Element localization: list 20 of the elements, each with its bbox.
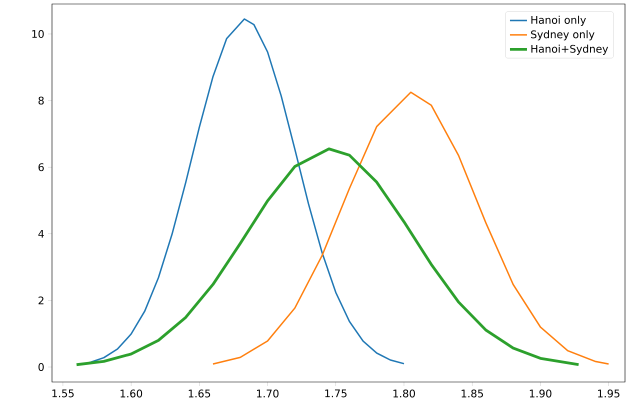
y-tick-label: 10 [32, 30, 44, 38]
y-tick-label: 6 [38, 163, 44, 172]
y-tick-label: 2 [38, 296, 44, 304]
x-tick-label: 1.80 [393, 390, 415, 398]
y-tick-label: 4 [38, 230, 44, 238]
line-series [75, 147, 580, 366]
legend-label: Hanoi+Sydney [531, 44, 608, 55]
x-tick-label: 1.60 [120, 390, 142, 398]
x-tick-label: 1.90 [530, 390, 552, 398]
legend-label: Sydney only [531, 30, 594, 40]
y-tick-label: 8 [38, 96, 44, 105]
y-tick-label: 0 [38, 363, 44, 371]
line-series [212, 92, 610, 365]
x-tick-label: 1.55 [52, 390, 74, 398]
x-tick-label: 1.75 [325, 390, 347, 398]
x-tick-label: 1.65 [188, 390, 210, 398]
x-tick-label: 1.70 [257, 390, 279, 398]
legend-label: Hanoi only [531, 16, 586, 26]
x-tick-label: 1.85 [462, 390, 483, 398]
x-tick-label: 1.95 [598, 390, 620, 398]
